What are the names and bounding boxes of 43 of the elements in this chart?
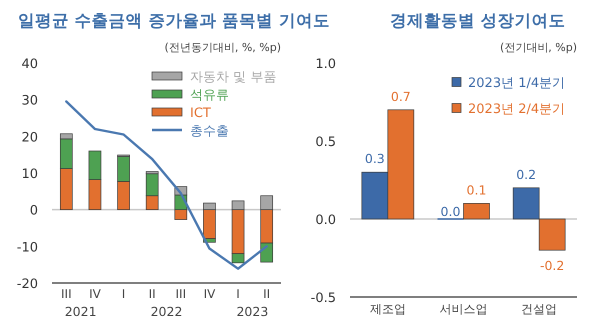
y-tick-label: -10 [16, 240, 38, 256]
text: 2023 [236, 304, 268, 319]
legend-label: 석유류 [190, 88, 229, 103]
y-tick-label: 20 [21, 130, 38, 146]
chart-title: 경제활동별 성장기여도 [390, 11, 566, 30]
chart-title: 일평균 수출금액 증가율과 품목별 기여도 [18, 11, 330, 30]
chart-subtitle: (전년동기대비, %, %p) [164, 41, 281, 54]
y-tick-label: -0.5 [310, 291, 336, 306]
y-tick-label: 0.0 [315, 213, 336, 228]
y-tick-label: 40 [21, 57, 38, 72]
legend-label: 자동차 및 부품 [190, 70, 276, 85]
x-tick-label: III [176, 287, 186, 301]
y-tick-label: 0.5 [315, 135, 336, 150]
data-label: 0.1 [466, 182, 486, 198]
bar [463, 203, 490, 220]
x-tick-label: IV [204, 287, 216, 301]
legend-label: 2023년 1/4분기 [468, 76, 566, 91]
x-tick-label: I [236, 287, 240, 301]
data-label: 0.2 [516, 166, 536, 182]
legend-label: 2023년 2/4분기 [468, 102, 566, 117]
x-tick-label: I [122, 287, 126, 301]
y-tick-label: 10 [21, 167, 38, 182]
x-tick-label: II [263, 287, 270, 301]
x-tick-label: II [148, 287, 156, 301]
x-tick-label: III [61, 287, 72, 301]
text: 2021 [64, 304, 97, 319]
x-tick-label: 건설업 [521, 302, 558, 316]
data-label: 0.3 [364, 151, 385, 166]
chart-subtitle: (전기대비, %p) [500, 41, 577, 54]
data-label: 0.0 [440, 204, 460, 219]
x-tick-label: 서비스업 [440, 302, 488, 316]
legend-label: 총수출 [190, 124, 229, 139]
y-tick-label: 30 [21, 94, 38, 109]
y-tick-label: 0 [30, 204, 38, 219]
x-tick-label: 제조업 [370, 302, 406, 316]
legend-label: ICT [190, 106, 211, 121]
y-tick-label: 1.0 [315, 57, 336, 72]
y-tick-label: -20 [16, 277, 38, 292]
text: 2022 [150, 304, 182, 319]
line-series [65, 100, 268, 270]
data-label: 0.7 [390, 88, 411, 104]
x-tick-label: IV [89, 287, 102, 301]
data-label: -0.2 [540, 258, 564, 274]
